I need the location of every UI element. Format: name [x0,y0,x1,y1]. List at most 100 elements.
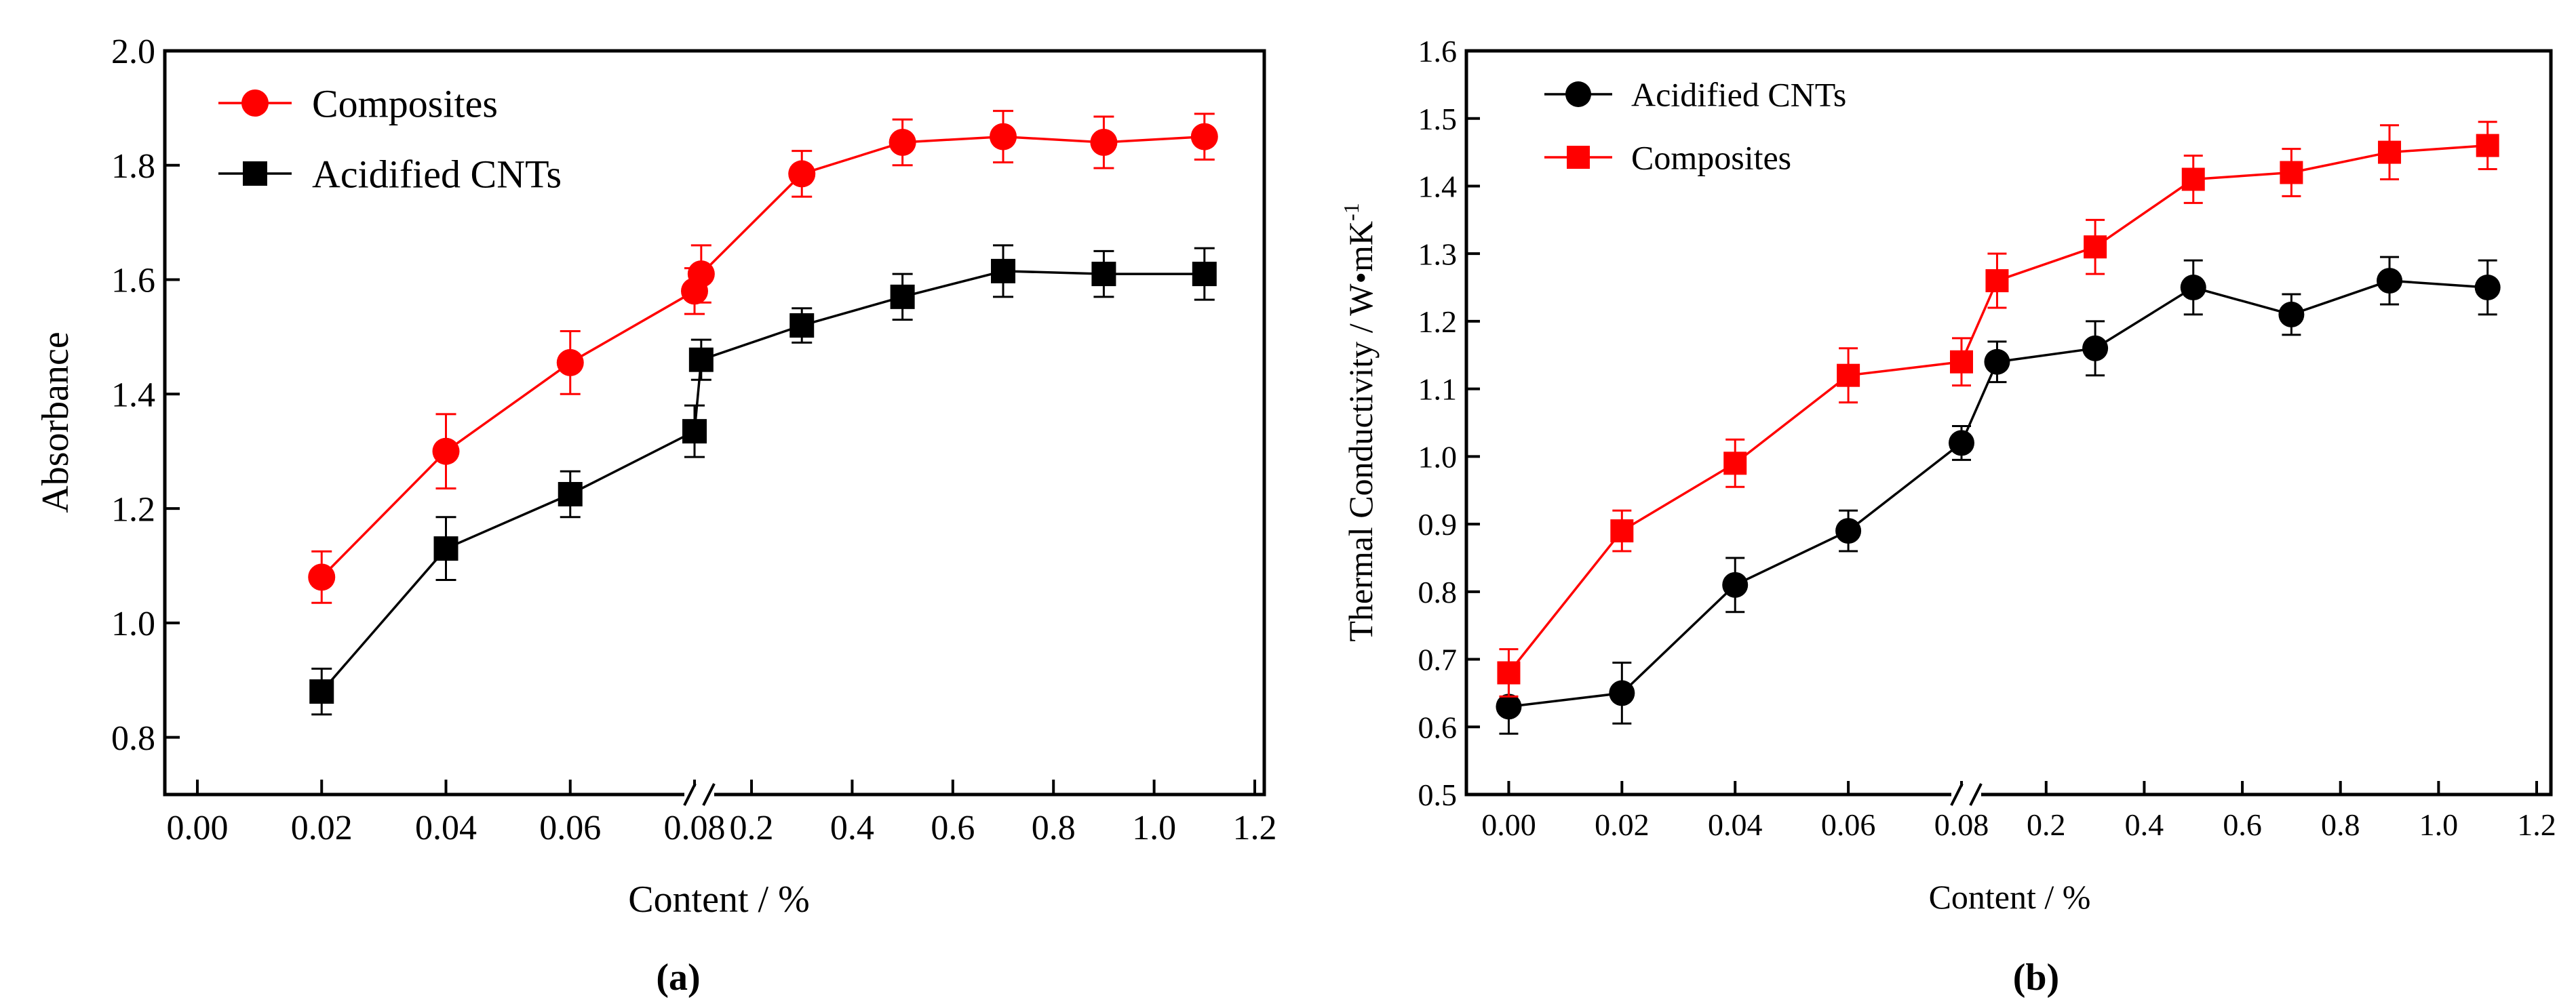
x-tick-label: 1.0 [1132,809,1176,847]
x-tick-label: 1.2 [1233,809,1277,847]
data-point [1950,350,1973,374]
data-point [1722,571,1749,598]
data-point [1192,262,1217,287]
data-point [991,258,1016,283]
data-point [2084,235,2107,259]
panel-a-x-axis-label: Content / % [628,879,810,921]
panel-b-y-axis-label-main: Thermal Conductivity / W•mK [1342,221,1380,642]
legend-label: Composites [1631,139,1791,177]
data-point [889,129,916,157]
data-point [1609,680,1635,706]
x-tick-label: 0.02 [1595,807,1650,842]
data-point [789,313,815,338]
data-point [682,419,707,444]
panel-b-y-axis-label: Thermal Conductivity / W•mK-1 [1339,203,1380,641]
data-point [432,437,460,465]
data-point [309,679,334,704]
legend-marker [1567,146,1590,169]
x-tick-label: 0.4 [2125,807,2164,842]
x-tick-label: 0.06 [539,809,601,847]
legend-label: Acidified CNTs [1631,76,1846,114]
panel-b-series [1496,121,2501,735]
y-tick-label: 1.8 [111,147,155,186]
legend-marker [241,89,269,117]
x-tick-label: 0.08 [1934,807,1989,842]
axis-break-mark [1969,783,1983,806]
panel-a-y-axis-label: Absorbance [35,332,77,513]
axis-break-mark [702,783,716,806]
panel-b-y-axis-label-superscript: -1 [1339,203,1363,221]
data-point [890,284,915,309]
axis-break-mark [683,783,697,806]
data-point [2280,161,2303,184]
x-tick-label: 0.04 [1708,807,1763,842]
x-tick-label: 0.00 [167,809,229,847]
x-tick-label: 0.08 [664,809,726,847]
x-tick-label: 0.00 [1481,807,1536,842]
panel-a-x-ticks: 0.00 0.02 0.04 0.06 0.08 0.2 0.4 0.6 0.8 1.0 1.2 [167,780,1277,847]
y-tick-label: 0.8 [111,719,155,758]
x-tick-label: 0.2 [730,809,774,847]
y-tick-label: 1.2 [111,490,155,529]
y-tick-label: 1.0 [111,605,155,643]
y-tick-label: 1.4 [1418,169,1458,204]
legend-marker [243,161,267,186]
y-tick-label: 1.6 [111,262,155,300]
data-point [1497,661,1521,685]
data-point [2180,275,2206,301]
data-point [1723,451,1747,475]
data-point [1837,363,1860,387]
panel-b-label: (b) [2013,957,2059,999]
x-tick-label: 0.6 [2223,807,2262,842]
y-tick-label: 0.6 [1418,710,1458,744]
data-point [556,348,584,376]
x-tick-label: 0.2 [2027,807,2066,842]
panel-a-series [308,110,1218,716]
x-tick-label: 1.0 [2419,807,2459,842]
data-point [2181,167,2205,191]
y-tick-label: 1.6 [1418,34,1458,68]
data-point [2278,301,2305,327]
data-point [2476,134,2499,157]
data-point [1949,430,1974,456]
data-point [1985,269,2009,293]
y-tick-label: 0.8 [1418,575,1458,609]
panel-b-y-ticks: 0.5 0.6 0.7 0.8 0.9 1.0 1.1 1.2 1.3 1.4 1.5 1.6 [1418,34,1480,812]
y-tick-label: 2.0 [111,33,155,71]
panel-a-legend: Composites Acidified CNTs [218,81,562,196]
data-point [1091,262,1116,287]
data-point [788,160,816,188]
x-tick-label: 0.4 [830,809,874,847]
data-point [1610,519,1634,543]
data-point [433,536,458,561]
data-point [1190,123,1218,150]
x-tick-label: 0.04 [415,809,477,847]
data-point [2377,268,2403,294]
data-point [687,260,715,288]
panel-a-plot-frame [163,49,1266,797]
data-point [1835,518,1862,544]
axis-break-mark [1950,783,1964,806]
panel-a-y-ticks: 0.8 1.0 1.2 1.4 1.6 1.8 2.0 [111,33,180,758]
x-tick-label: 0.8 [2321,807,2360,842]
y-tick-label: 0.5 [1418,778,1458,812]
data-point [1496,694,1522,720]
panel-b-x-ticks: 0.00 0.02 0.04 0.06 0.08 0.2 0.4 0.6 0.8 1.0 1.2 [1481,781,2556,842]
y-tick-label: 1.3 [1418,237,1458,271]
y-tick-label: 0.9 [1418,507,1458,542]
panel-a-absorbance-chart: 0.81.01.21.41.61.82.0 0.00 0.02 0.04 0.06 0.… [35,33,1277,999]
y-tick-label: 1.5 [1418,102,1458,136]
legend-marker [1565,81,1591,107]
y-tick-label: 0.7 [1418,643,1458,677]
panel-b-legend: Acidified CNTs Composites [1544,76,1846,177]
data-point [1090,129,1118,157]
series-line [321,135,1205,578]
legend-label: Composites [312,81,498,125]
y-tick-label: 1.1 [1418,372,1458,407]
data-point [2082,335,2109,361]
y-tick-label: 1.2 [1418,304,1458,339]
x-tick-label: 0.06 [1821,807,1876,842]
x-tick-label: 0.02 [291,809,353,847]
